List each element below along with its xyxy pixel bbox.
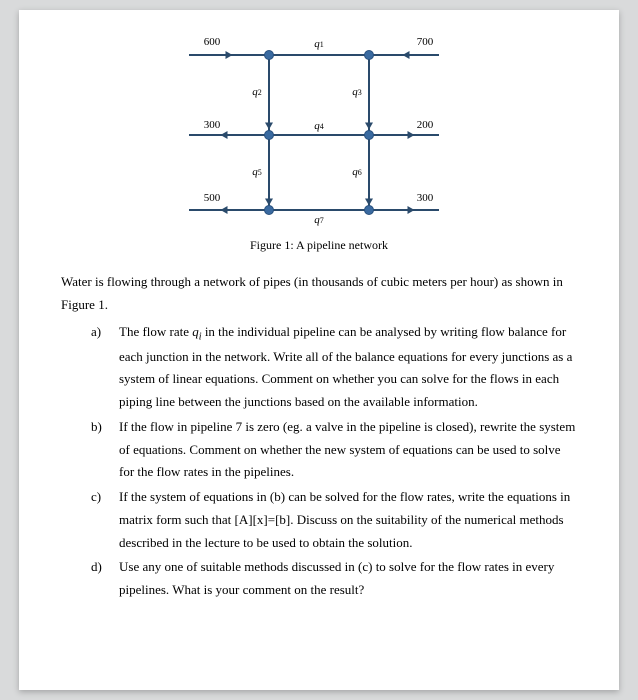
intro-text: Water is flowing through a network of pi… [61, 271, 577, 317]
q5-label: q5 [252, 166, 262, 178]
question-d: Use any one of suitable methods discusse… [119, 556, 577, 602]
label-700: 700 [417, 36, 434, 48]
label-300b: 300 [417, 192, 434, 204]
label-600: 600 [204, 36, 221, 48]
figure-container: 600 700 300 200 500 300 q1 q2 q3 q4 q5 q… [61, 30, 577, 271]
q2-label: q2 [252, 86, 262, 98]
document-page: 600 700 300 200 500 300 q1 q2 q3 q4 q5 q… [19, 10, 619, 690]
label-200: 200 [417, 119, 434, 131]
question-list: The flow rate qi in the individual pipel… [61, 321, 577, 602]
q6-label: q6 [352, 166, 362, 178]
q3-label: q3 [352, 86, 362, 98]
q7-label: q7 [314, 214, 324, 226]
q1-label: q1 [314, 38, 324, 50]
question-c: If the system of equations in (b) can be… [119, 486, 577, 554]
label-500: 500 [204, 192, 221, 204]
question-a: The flow rate qi in the individual pipel… [119, 321, 577, 414]
label-300: 300 [204, 119, 221, 131]
q4-label: q4 [314, 120, 324, 132]
figure-caption: Figure 1: A pipeline network [250, 238, 388, 253]
question-b: If the flow in pipeline 7 is zero (eg. a… [119, 416, 577, 484]
pipeline-diagram: 600 700 300 200 500 300 q1 q2 q3 q4 q5 q… [174, 30, 464, 230]
